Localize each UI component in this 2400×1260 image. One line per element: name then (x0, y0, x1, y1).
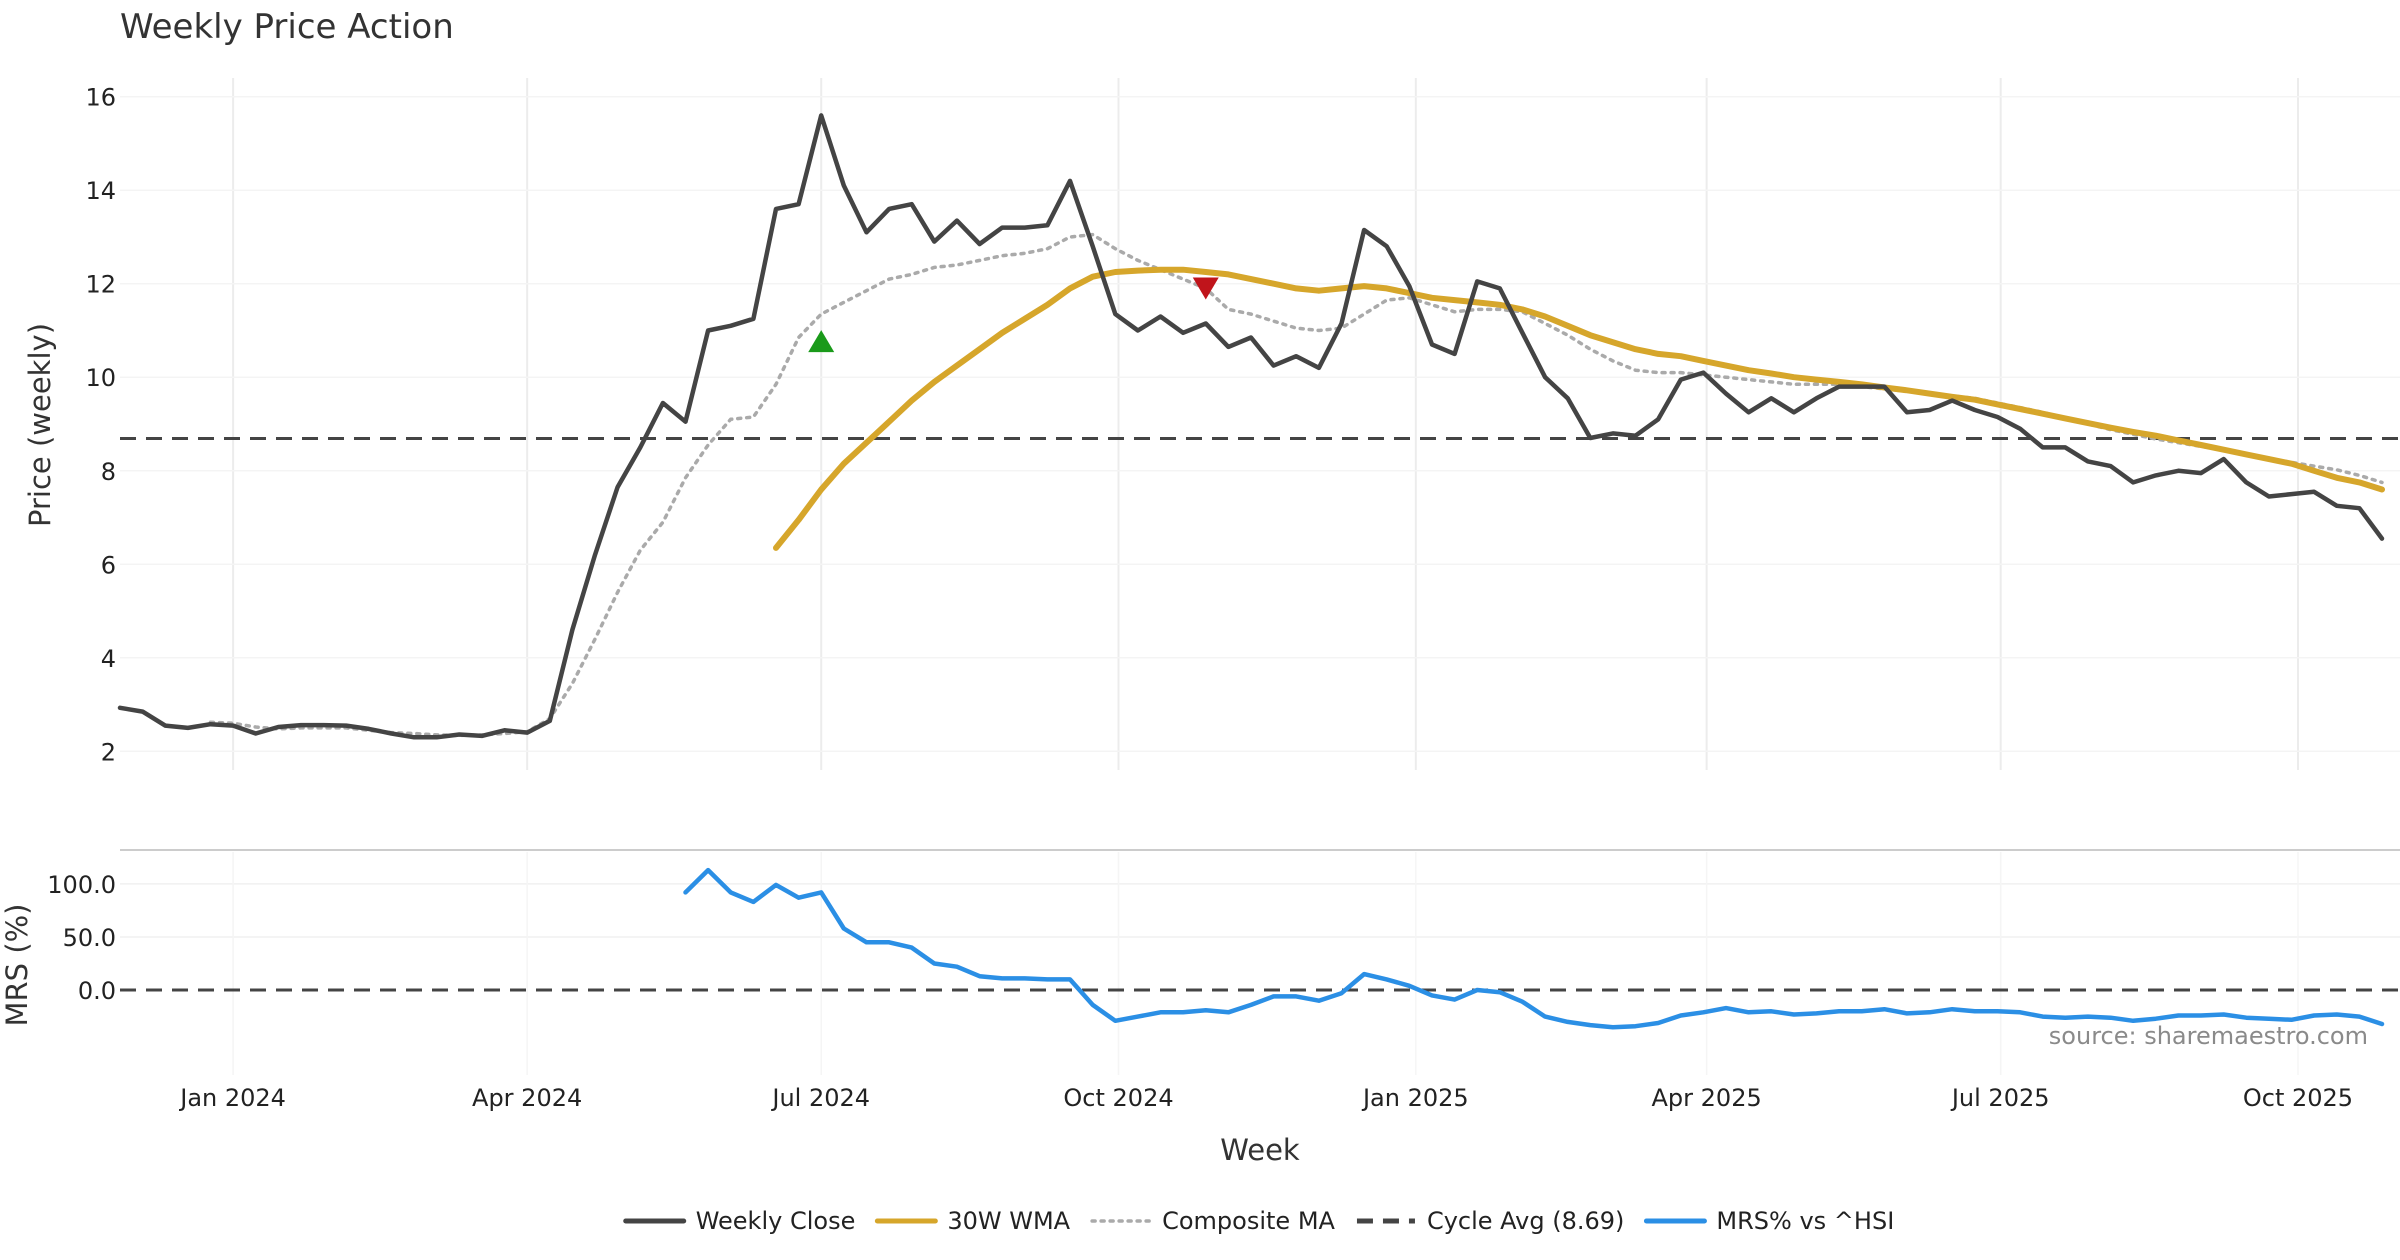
x-tick-3: Oct 2024 (1063, 1084, 1173, 1112)
legend-label-4: MRS% vs ^HSI (1716, 1207, 1894, 1235)
series-weekly-close (117, 113, 2385, 740)
price-y-axis-label: Price (weekly) (23, 323, 57, 527)
x-tick-0: Jan 2024 (178, 1084, 286, 1112)
x-tick-7: Oct 2025 (2243, 1084, 2353, 1112)
price-series (117, 113, 2400, 740)
mrs-series (120, 867, 2400, 1030)
mrs-y-tick-0: 100.0 (47, 871, 116, 899)
price-y-tick-3: 8 (101, 458, 116, 486)
series-mrs-vs-hsi (683, 867, 2385, 1030)
legend-label-3: Cycle Avg (8.69) (1427, 1207, 1624, 1235)
mrs-y-tick-1: 50.0 (63, 924, 116, 952)
mrs-y-axis-label: MRS (%) (0, 904, 34, 1027)
buy-signal-marker (808, 330, 835, 353)
legend-label-2: Composite MA (1162, 1207, 1335, 1235)
mrs-y-tick-labels: 100.0 50.0 0.0 (47, 871, 116, 1005)
x-tick-labels: Jan 2024 Apr 2024 Jul 2024 Oct 2024 Jan 2025… (178, 1084, 2353, 1112)
price-y-tick-5: 12 (85, 271, 116, 299)
mrs-y-tick-2: 0.0 (78, 977, 116, 1005)
x-tick-1: Apr 2024 (472, 1084, 582, 1112)
x-tick-2: Jul 2024 (770, 1084, 870, 1112)
price-y-tick-1: 4 (101, 645, 116, 673)
signal-markers (808, 277, 1219, 353)
sell-signal-marker (1192, 277, 1219, 300)
x-axis-label: Week (1220, 1133, 1300, 1167)
source-label: source: sharemaestro.com (2049, 1022, 2368, 1050)
price-y-tick-labels: 2 4 6 8 10 12 14 16 (85, 84, 116, 767)
x-tick-4: Jan 2025 (1361, 1084, 1469, 1112)
legend-label-0: Weekly Close (696, 1207, 856, 1235)
price-y-tick-6: 14 (85, 177, 116, 205)
price-y-tick-0: 2 (101, 738, 116, 766)
series-30w-wma (773, 266, 2385, 551)
x-tick-5: Apr 2025 (1652, 1084, 1762, 1112)
legend: Weekly Close 30W WMA Composite MA Cycle Avg… (623, 1207, 1894, 1235)
x-tick-6: Jul 2025 (1950, 1084, 2050, 1112)
price-y-tick-2: 6 (101, 551, 116, 579)
chart-title: Weekly Price Action (120, 7, 454, 47)
price-y-tick-7: 16 (85, 84, 116, 112)
price-y-tick-4: 10 (85, 364, 116, 392)
legend-label-1: 30W WMA (947, 1207, 1070, 1235)
mrs-gridlines (120, 852, 2400, 1075)
